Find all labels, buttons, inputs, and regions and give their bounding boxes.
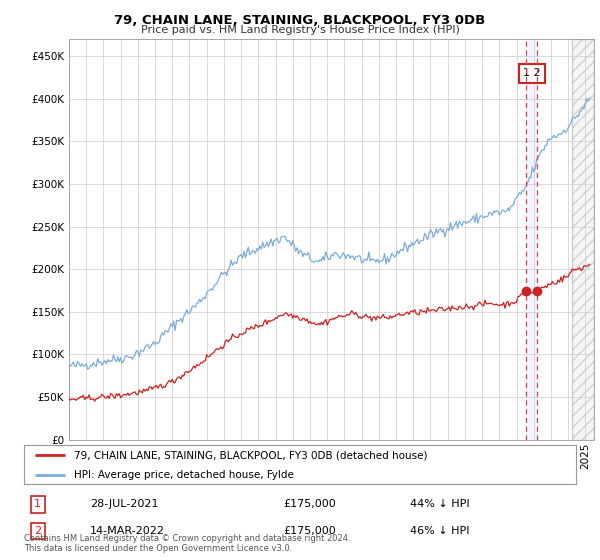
Text: 1 2: 1 2	[523, 68, 541, 78]
Text: HPI: Average price, detached house, Fylde: HPI: Average price, detached house, Fyld…	[74, 470, 293, 479]
Text: 46% ↓ HPI: 46% ↓ HPI	[410, 526, 470, 536]
Bar	[572, 39, 594, 440]
Text: Price paid vs. HM Land Registry's House Price Index (HPI): Price paid vs. HM Land Registry's House …	[140, 25, 460, 35]
Text: 44% ↓ HPI: 44% ↓ HPI	[410, 500, 470, 509]
Text: 1: 1	[34, 500, 41, 509]
Text: 28-JUL-2021: 28-JUL-2021	[90, 500, 159, 509]
Text: £175,000: £175,000	[283, 500, 336, 509]
Text: Contains HM Land Registry data © Crown copyright and database right 2024.
This d: Contains HM Land Registry data © Crown c…	[24, 534, 350, 553]
Text: 14-MAR-2022: 14-MAR-2022	[90, 526, 165, 536]
Text: 79, CHAIN LANE, STAINING, BLACKPOOL, FY3 0DB (detached house): 79, CHAIN LANE, STAINING, BLACKPOOL, FY3…	[74, 450, 427, 460]
Bar	[572, 39, 594, 440]
Text: 2: 2	[34, 526, 41, 536]
Bar	[526, 39, 538, 440]
Text: £175,000: £175,000	[283, 526, 336, 536]
Text: 79, CHAIN LANE, STAINING, BLACKPOOL, FY3 0DB: 79, CHAIN LANE, STAINING, BLACKPOOL, FY3…	[115, 14, 485, 27]
